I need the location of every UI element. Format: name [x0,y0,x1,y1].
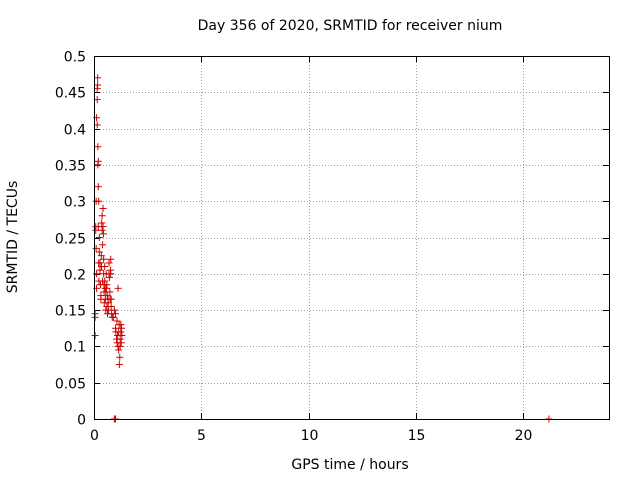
data-point [96,259,104,267]
data-point [115,346,123,354]
data-point [117,321,125,329]
data-point [107,255,115,263]
data-point [107,270,115,278]
data-point [98,226,106,234]
data-point [98,219,106,227]
data-point [95,248,103,256]
data-point [94,157,102,165]
x-tick-label: 5 [197,428,206,444]
data-point [94,74,102,82]
x-tick-label: 0 [90,428,99,444]
data-point [110,306,118,314]
data-point [103,281,111,289]
y-tick-label: 0.2 [64,268,86,284]
plot-frame [94,56,610,420]
data-point [111,310,119,318]
y-tick-label: 0.4 [64,123,86,139]
data-point [101,263,109,271]
grid [94,56,609,419]
data-point [107,295,115,303]
data-point [114,284,122,292]
data-point [97,252,105,260]
data-point [113,317,121,325]
data-point [109,313,117,321]
data-point [99,204,107,212]
y-tick-label: 0 [77,413,86,429]
data-point [116,342,124,350]
data-point [94,143,102,151]
tick-labels: 0 0.05 0.1 0.15 0.2 0.25 0.3 0.35 0.4 0.45 0.5 0 5 10… [55,50,533,445]
data-point [98,212,106,220]
data-point [95,234,103,241]
data-point [117,324,125,332]
x-tick-label: 10 [301,428,319,444]
data-point [91,332,99,340]
y-tick-label: 0.35 [55,159,86,175]
chart-title: Day 356 of 2020, SRMTID for receiver niu… [197,18,503,34]
data-point [99,223,107,231]
data-point [94,81,102,89]
data-point [117,328,125,336]
y-tick-label: 0.5 [64,50,86,66]
data-point [117,339,125,347]
data-point [116,335,124,343]
data-point [99,230,107,238]
x-tick-label: 20 [515,428,533,444]
x-axis-label: GPS time / hours [291,457,409,473]
data-point [103,292,111,300]
x-tick-label: 15 [408,428,426,444]
data-point [101,277,109,285]
data-point [105,259,113,267]
data-point [104,299,112,307]
data-point [92,244,100,252]
data-point [115,361,123,369]
y-tick-label: 0.05 [55,377,86,393]
data-point [106,288,114,296]
data-point [116,353,124,361]
data-point [94,183,102,191]
data-point [118,332,126,340]
data-point [91,310,99,318]
data-point [107,302,115,310]
data-points [91,74,553,423]
data-point [100,255,108,263]
y-axis-label: SRMTID / TECUs [5,180,21,294]
y-tick-label: 0.3 [64,195,86,211]
data-point [105,273,113,281]
data-point [95,197,103,205]
data-point [99,241,107,249]
y-tick-label: 0.45 [55,86,86,102]
y-tick-label: 0.1 [64,340,86,356]
y-tick-label: 0.25 [55,232,86,248]
axis-ticks [94,56,609,420]
y-tick-label: 0.15 [55,304,86,320]
data-point [96,266,104,274]
